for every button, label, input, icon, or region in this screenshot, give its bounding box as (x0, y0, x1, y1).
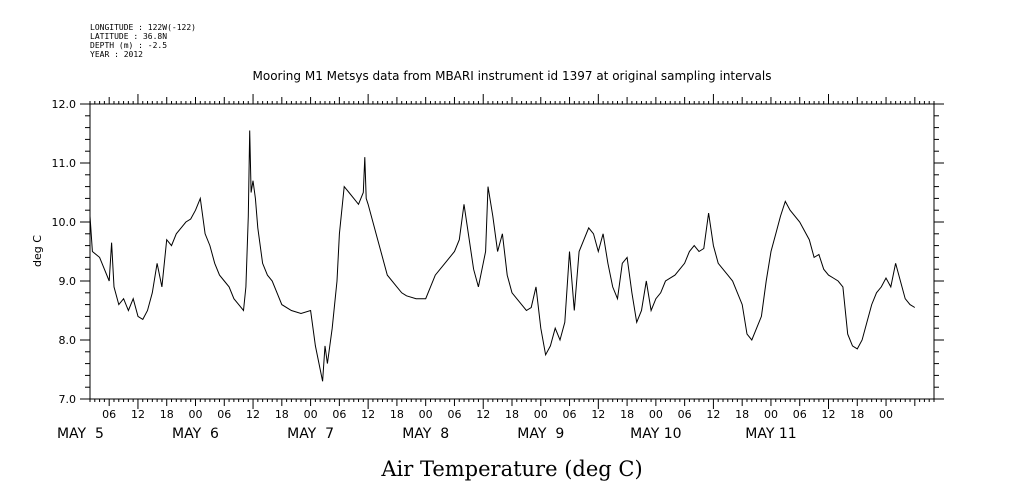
x-tick-label: 18 (735, 408, 749, 421)
x-tick-label: 00 (419, 408, 433, 421)
chart-title: Mooring M1 Metsys data from MBARI instru… (253, 69, 772, 83)
y-tick-labels: 7.0 8.0 9.0 10.0 11.0 12.0 (52, 98, 77, 406)
air-temperature-series-line (89, 130, 916, 382)
day-label: MAY 11 (745, 426, 796, 442)
x-tick-label: 06 (217, 408, 231, 421)
x-tick-label: 00 (879, 408, 893, 421)
x-tick-label: 06 (447, 408, 461, 421)
x-tick-label: 00 (189, 408, 203, 421)
plot-frame (89, 103, 935, 400)
x-tick-labels: 06 12 18 00 06 12 18 00 06 12 18 00 06 12 18 00 06 12 18 00… (102, 408, 893, 421)
x-tick-label: 18 (620, 408, 634, 421)
x-tick-label: 06 (563, 408, 577, 421)
day-label: MAY 6 (172, 426, 219, 442)
year-label: YEAR : 2012 (90, 50, 143, 59)
day-label: MAY 7 (287, 426, 334, 442)
y-tick-label: 12.0 (52, 98, 77, 111)
longitude-label: LONGITUDE : 122W(-122) (90, 23, 196, 32)
x-tick-label: 18 (505, 408, 519, 421)
x-tick-label: 00 (649, 408, 663, 421)
y-tick-label: 11.0 (52, 157, 77, 170)
day-labels: MAY 5 MAY 6 MAY 7 MAY 8 MAY 9 MAY 10 MAY 11 (57, 426, 797, 442)
y-tick-label: 7.0 (59, 393, 77, 406)
x-tick-label: 12 (476, 408, 490, 421)
x-tick-label: 06 (332, 408, 346, 421)
y-tick-label: 8.0 (59, 334, 77, 347)
x-tick-label: 00 (764, 408, 778, 421)
y-tick-label: 10.0 (52, 216, 77, 229)
day-label: MAY 9 (517, 426, 564, 442)
x-tick-label: 06 (678, 408, 692, 421)
x-tick-label: 06 (102, 408, 116, 421)
x-tick-label: 06 (793, 408, 807, 421)
x-tick-label: 12 (131, 408, 145, 421)
day-label: MAY 8 (402, 426, 449, 442)
y-tick-label: 9.0 (59, 275, 77, 288)
y-axis-label: deg C (31, 235, 44, 267)
x-tick-label: 18 (390, 408, 404, 421)
x-tick-label: 00 (534, 408, 548, 421)
x-tick-label: 12 (361, 408, 375, 421)
x-tick-label: 18 (850, 408, 864, 421)
depth-label: DEPTH (m) : -2.5 (90, 41, 167, 50)
x-tick-label: 12 (706, 408, 720, 421)
latitude-label: LATITUDE : 36.8N (90, 32, 167, 41)
x-tick-label: 00 (304, 408, 318, 421)
x-tick-label: 18 (160, 408, 174, 421)
day-label: MAY 5 (57, 426, 104, 442)
x-tick-label: 12 (591, 408, 605, 421)
axis-ticks (80, 94, 944, 409)
x-axis-label: Air Temperature (deg C) (380, 457, 642, 481)
day-label: MAY 10 (630, 426, 681, 442)
x-tick-label: 12 (822, 408, 836, 421)
x-tick-label: 18 (275, 408, 289, 421)
x-tick-label: 12 (246, 408, 260, 421)
